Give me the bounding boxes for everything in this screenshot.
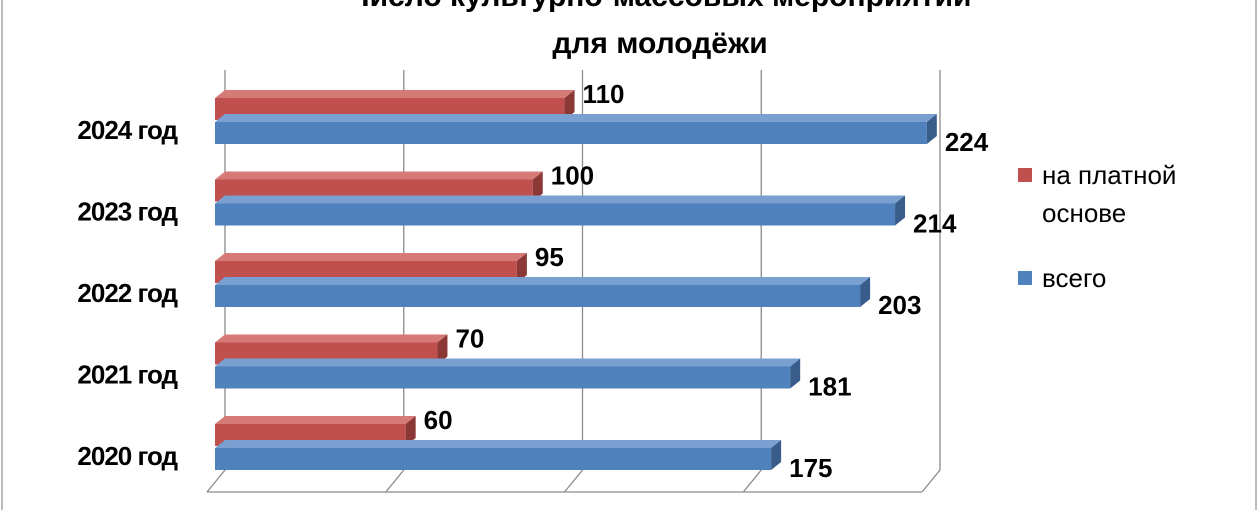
bar: [215, 366, 791, 389]
data-label: 60: [424, 405, 453, 435]
bar: [215, 285, 861, 307]
bar-top: [215, 195, 906, 204]
y-tick-label: 2022 год: [77, 278, 178, 308]
legend-swatch: [1018, 271, 1032, 285]
bar-top: [215, 90, 575, 98]
bar-side: [790, 358, 801, 389]
legend-label: всего: [1042, 263, 1107, 293]
bar: [215, 448, 772, 470]
data-label: 181: [808, 371, 851, 401]
bar-side: [926, 114, 937, 144]
data-label: 224: [945, 127, 989, 157]
bar-side: [516, 253, 527, 283]
bar-top: [215, 171, 543, 180]
bar-side: [532, 171, 543, 202]
bar-side: [564, 90, 575, 120]
grid-line: [921, 70, 941, 493]
legend-label: на платной основе: [1042, 160, 1177, 228]
data-label: 95: [535, 242, 564, 272]
bar-side: [860, 277, 871, 307]
data-label: 203: [878, 290, 921, 320]
data-label: 100: [551, 160, 594, 190]
chart-title: Число культурно-массовых мероприятий: [349, 0, 972, 13]
bar: [215, 122, 927, 144]
y-tick-label: 2023 год: [77, 196, 178, 226]
bar-top: [215, 358, 801, 367]
bar-side: [437, 334, 448, 365]
y-tick-label: 2020 год: [77, 441, 178, 471]
data-label: 214: [913, 208, 957, 238]
y-tick-label: 2024 год: [77, 115, 178, 145]
bar-side: [895, 195, 906, 226]
chart-title: для молодёжи: [552, 27, 767, 60]
bar-top: [215, 334, 448, 343]
bar-top: [215, 114, 937, 122]
bar-side: [405, 416, 416, 446]
bar: [215, 203, 896, 226]
bar-top: [215, 253, 527, 261]
legend-swatch: [1018, 168, 1032, 182]
bar-top: [215, 277, 871, 285]
data-label: 175: [789, 453, 832, 483]
bar-top: [215, 416, 416, 424]
bar-side: [771, 440, 782, 470]
y-tick-label: 2021 год: [77, 359, 178, 389]
bar-top: [215, 440, 782, 448]
data-label: 110: [583, 79, 625, 109]
data-label: 70: [455, 323, 484, 353]
